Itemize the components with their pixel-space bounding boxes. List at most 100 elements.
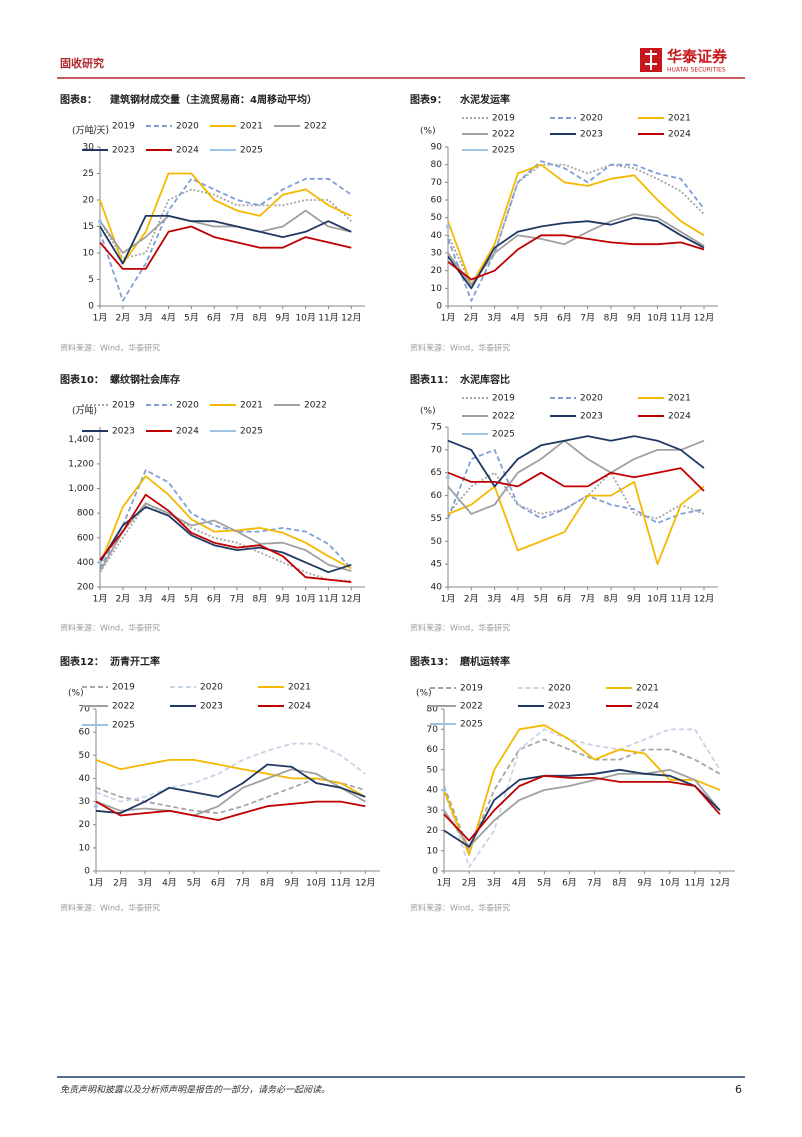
x-tick-label: 9月 [627, 594, 642, 605]
source-note: 资料来源：Wind，华泰研究 [60, 343, 160, 353]
x-tick-label: 11月 [671, 594, 691, 605]
x-tick-label: 7月 [580, 594, 595, 605]
y-tick-label: 10 [427, 846, 439, 856]
series-line [447, 439, 705, 515]
x-tick-label: 10月 [295, 594, 315, 605]
x-tick-label: 2月 [115, 313, 130, 324]
legend-label: 2020 [200, 683, 223, 693]
x-tick-label: 5月 [187, 878, 202, 889]
figure-title: 螺纹钢社会库存 [110, 373, 180, 386]
x-tick-label: 9月 [627, 313, 642, 324]
x-tick-label: 6月 [557, 313, 572, 324]
legend-label: 2019 [112, 401, 135, 411]
legend-label: 2019 [112, 122, 135, 132]
x-tick-label: 10月 [647, 313, 667, 324]
y-tick-label: 55 [431, 514, 442, 524]
figure-label: 图表12： [60, 655, 104, 668]
source-note: 资料来源：Wind，华泰研究 [60, 623, 160, 633]
x-tick-label: 10月 [647, 594, 667, 605]
x-tick-label: 3月 [487, 594, 502, 605]
x-tick-label: 3月 [138, 313, 153, 324]
x-tick-label: 7月 [587, 878, 602, 889]
y-axis-label: (万吨/天) [72, 125, 109, 137]
series-point [446, 475, 450, 480]
legend-label: 2020 [176, 401, 199, 411]
x-tick-label: 8月 [604, 313, 619, 324]
legend-label: 2021 [668, 114, 691, 124]
y-tick-label: 50 [431, 537, 443, 547]
legend-label: 2020 [176, 122, 199, 132]
legend-label: 2022 [112, 702, 135, 712]
series-line [447, 449, 705, 524]
y-tick-label: 0 [436, 302, 442, 312]
y-tick-label: 70 [79, 705, 91, 715]
y-tick-label: 40 [431, 583, 443, 593]
series-line [443, 728, 721, 868]
x-tick-label: 5月 [537, 878, 552, 889]
legend-label: 2024 [668, 130, 691, 140]
brand-name: 华泰证券 [667, 48, 728, 66]
series-line [99, 215, 352, 265]
x-tick-label: 1月 [93, 313, 108, 324]
x-tick-label: 3月 [487, 313, 502, 324]
x-tick-label: 3月 [138, 594, 153, 605]
x-tick-label: 9月 [275, 313, 290, 324]
y-tick-label: 80 [431, 160, 443, 170]
x-tick-label: 4月 [510, 313, 525, 324]
legend-label: 2025 [460, 720, 483, 730]
source-note: 资料来源：Wind，华泰研究 [410, 623, 510, 633]
y-tick-label: 50 [427, 765, 439, 775]
y-tick-label: 1,400 [68, 435, 94, 445]
x-tick-label: 5月 [534, 594, 549, 605]
y-tick-label: 65 [431, 468, 442, 478]
series-line [99, 172, 352, 265]
x-tick-label: 1月 [89, 878, 104, 889]
y-tick-label: 0 [84, 867, 90, 877]
y-tick-label: 30 [431, 249, 443, 259]
series-line [443, 768, 721, 848]
y-tick-label: 10 [79, 843, 91, 853]
figure-label: 图表8： [60, 93, 97, 106]
series-line [99, 225, 352, 270]
series-line [447, 163, 705, 286]
x-tick-label: 12月 [341, 313, 361, 324]
legend-label: 2019 [492, 394, 515, 404]
x-tick-label: 3月 [138, 878, 153, 889]
figure-label: 图表9： [410, 93, 447, 106]
series-line [443, 724, 721, 856]
x-tick-label: 11月 [685, 878, 705, 889]
y-tick-label: 50 [79, 751, 91, 761]
x-tick-label: 12月 [710, 878, 730, 889]
x-tick-label: 8月 [253, 313, 268, 324]
series-line [99, 493, 352, 583]
x-tick-label: 12月 [694, 594, 714, 605]
legend-label: 2020 [580, 114, 603, 124]
y-tick-label: 0 [88, 302, 94, 312]
legend-label: 2019 [460, 684, 483, 694]
legend-label: 2020 [580, 394, 603, 404]
x-tick-label: 11月 [318, 594, 338, 605]
x-tick-label: 2月 [464, 313, 479, 324]
y-tick-label: 800 [77, 509, 94, 519]
series-line [447, 435, 705, 488]
x-tick-label: 12月 [355, 878, 375, 889]
series-line [447, 481, 705, 565]
x-tick-label: 10月 [660, 878, 680, 889]
x-tick-label: 9月 [275, 594, 290, 605]
y-tick-label: 200 [77, 583, 94, 593]
series-line [95, 768, 366, 817]
series-line [99, 506, 352, 574]
y-tick-label: 70 [427, 725, 439, 735]
y-axis-label: (%) [68, 689, 84, 699]
series-line [99, 502, 352, 572]
x-tick-label: 11月 [331, 878, 351, 889]
legend-label: 2021 [668, 394, 691, 404]
legend-label: 2025 [492, 430, 515, 440]
y-axis-label: (%) [420, 407, 436, 417]
series-line [99, 503, 352, 582]
x-tick-label: 10月 [306, 878, 326, 889]
x-tick-label: 8月 [260, 878, 275, 889]
series-line [99, 469, 352, 570]
y-tick-label: 30 [427, 806, 439, 816]
x-tick-label: 7月 [236, 878, 251, 889]
